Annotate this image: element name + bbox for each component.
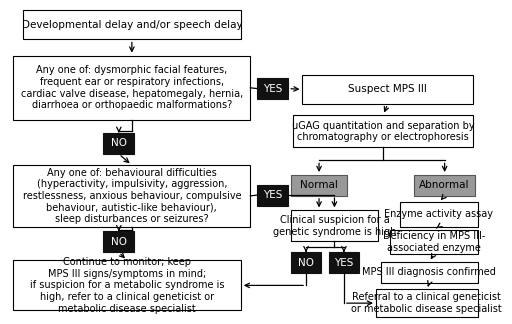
FancyBboxPatch shape	[103, 231, 134, 252]
Text: Suspect MPS III: Suspect MPS III	[348, 85, 427, 94]
FancyBboxPatch shape	[380, 262, 478, 283]
FancyBboxPatch shape	[291, 252, 322, 273]
Text: NO: NO	[111, 138, 127, 148]
FancyBboxPatch shape	[103, 133, 134, 154]
Text: uGAG quantitation and separation by
chromatography or electrophoresis: uGAG quantitation and separation by chro…	[292, 121, 474, 142]
FancyBboxPatch shape	[390, 230, 478, 254]
FancyBboxPatch shape	[291, 210, 378, 241]
Text: Continue to monitor; keep
MPS III signs/symptoms in mind;
if suspicion for a met: Continue to monitor; keep MPS III signs/…	[30, 257, 224, 314]
FancyBboxPatch shape	[23, 10, 241, 40]
FancyBboxPatch shape	[400, 202, 478, 226]
FancyBboxPatch shape	[258, 78, 288, 99]
Text: Abnormal: Abnormal	[419, 180, 470, 191]
FancyBboxPatch shape	[258, 185, 288, 205]
Text: NO: NO	[298, 258, 314, 268]
Text: Clinical suspicion for a
genetic syndrome is high: Clinical suspicion for a genetic syndrom…	[273, 215, 396, 237]
FancyBboxPatch shape	[303, 75, 473, 104]
FancyBboxPatch shape	[376, 289, 478, 317]
Text: Any one of: dysmorphic facial features,
frequent ear or respiratory infections,
: Any one of: dysmorphic facial features, …	[21, 65, 243, 110]
FancyBboxPatch shape	[329, 252, 359, 273]
Text: YES: YES	[263, 84, 283, 94]
FancyBboxPatch shape	[13, 260, 241, 310]
FancyBboxPatch shape	[13, 55, 250, 120]
Text: MPS III diagnosis confirmed: MPS III diagnosis confirmed	[362, 268, 496, 277]
FancyBboxPatch shape	[414, 175, 476, 196]
FancyBboxPatch shape	[13, 165, 250, 226]
Text: Any one of: behavioural difficulties
(hyperactivity, impulsivity, aggression,
re: Any one of: behavioural difficulties (hy…	[23, 168, 241, 224]
Text: Developmental delay and/or speech delay: Developmental delay and/or speech delay	[22, 20, 242, 30]
Text: NO: NO	[111, 237, 127, 247]
Text: Normal: Normal	[300, 180, 338, 191]
Text: YES: YES	[334, 258, 354, 268]
FancyBboxPatch shape	[293, 115, 473, 147]
Text: Enzyme activity assay: Enzyme activity assay	[384, 209, 493, 219]
FancyBboxPatch shape	[291, 175, 348, 196]
Text: Referral to a clinical geneticist
or metabolic disease specialist: Referral to a clinical geneticist or met…	[352, 292, 502, 314]
Text: Deficiency in MPS III-
associated enzyme: Deficiency in MPS III- associated enzyme	[383, 231, 485, 253]
Text: YES: YES	[263, 190, 283, 200]
